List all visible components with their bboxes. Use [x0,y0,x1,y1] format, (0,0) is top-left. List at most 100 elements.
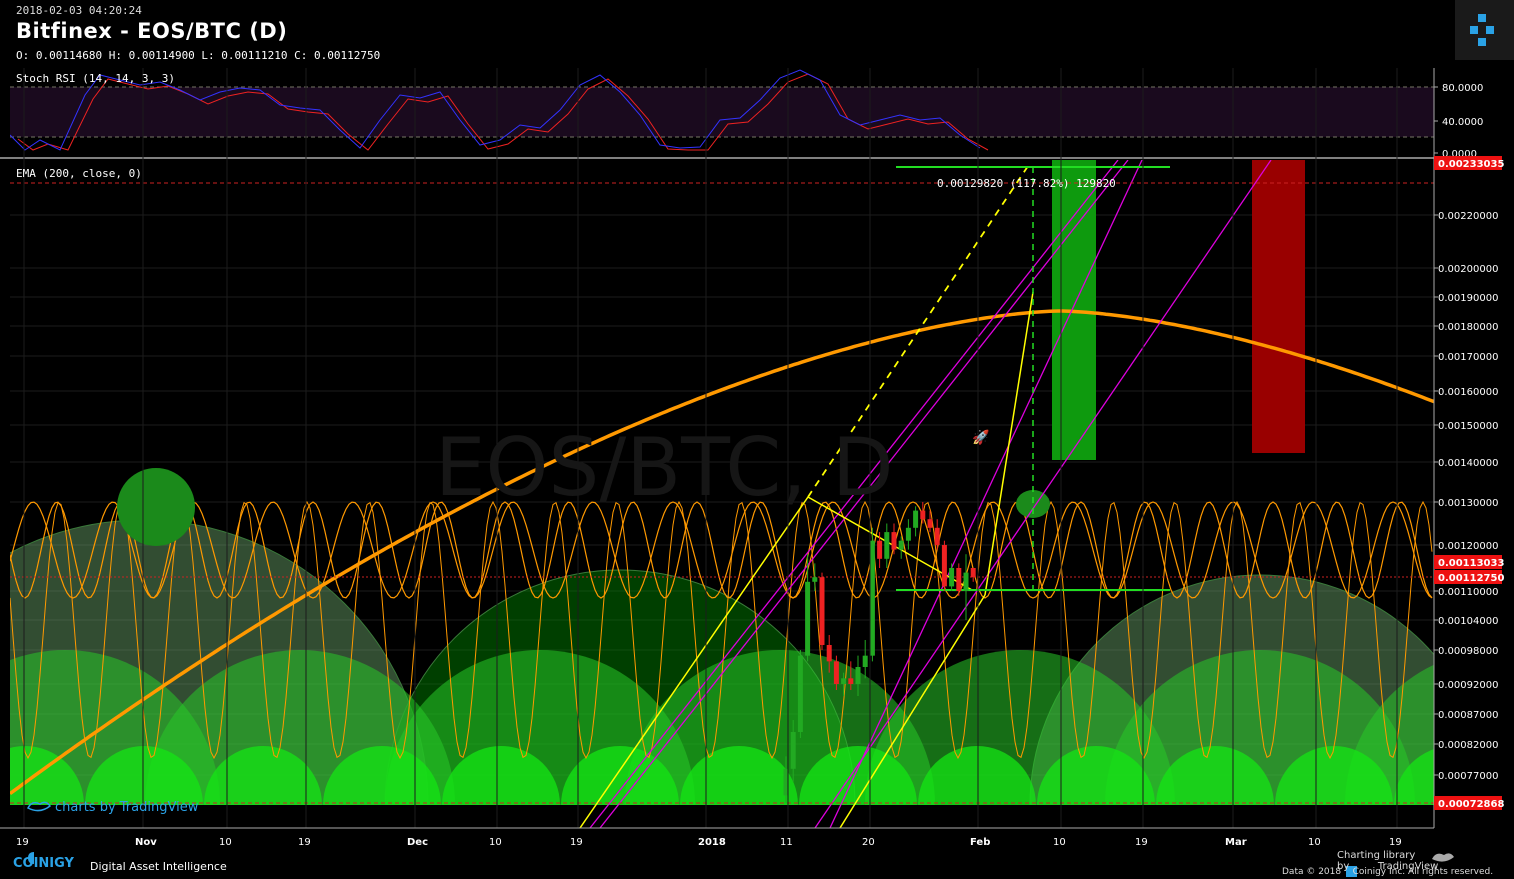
current-high-tag: 0.00113033 [1438,558,1504,569]
small-cycle-dome [442,746,560,805]
price-tick-label: 0.00170000 [1438,352,1498,363]
last-price-tag: 0.00112750 [1438,573,1504,584]
low-price-tag: 0.00072868 [1438,799,1504,810]
small-cycle-dome [10,746,84,805]
charting-library-credit[interactable]: Charting library by TradingView [1337,850,1514,872]
candle-body [934,527,940,545]
small-cycle-dome [1275,746,1393,805]
trend-channel-line [814,160,1272,828]
chart-datetime: 2018-02-03 04:20:24 [16,4,142,17]
candle-body [812,577,818,582]
tradingview-cloud-icon [26,801,52,812]
time-tick-label: 10 [489,837,502,848]
coinigy-logo [1455,0,1514,60]
price-tick-label: 0.00110000 [1438,587,1498,598]
candle-body [956,568,962,591]
time-tick-label: 19 [1135,837,1148,848]
coinigy-small-icon [1346,866,1357,877]
time-tick-label: 20 [862,837,875,848]
small-cycle-dome [85,746,203,805]
candle-body [805,581,811,656]
projection-line [807,162,1031,498]
small-cycle-dome [561,746,679,805]
price-tick-label: 0.00077000 [1438,771,1498,782]
candle-body [790,732,796,769]
time-tick-label: 10 [1308,837,1321,848]
price-tick-label: 0.00120000 [1438,541,1498,552]
trend-channel-line [599,160,1129,828]
candle-body [970,568,976,578]
candle-body [884,532,890,559]
time-tick-label: 11 [780,837,793,848]
low-price-tag-bg [1434,796,1502,810]
candle-body [891,532,897,550]
candle-body [898,540,904,550]
price-tick-label: 0.00150000 [1438,421,1498,432]
rocket-annotation: 🚀 [972,429,990,446]
candle-body [819,577,825,645]
stoch-tick-label: 80.0000 [1442,83,1483,94]
coinigy-tagline: Digital Asset Intelligence [90,860,227,873]
candle-body [848,678,854,684]
small-cycle-dome [1394,749,1434,805]
cycle-wave-slow [10,501,1433,599]
candle-body [920,510,926,520]
main-plot [10,160,1434,828]
candle-body [913,510,919,528]
candle-body [869,540,875,656]
time-tick-label: 10 [1053,837,1066,848]
candle-body [877,540,883,559]
price-tick-label: 0.00092000 [1438,680,1498,691]
time-tick-label: 19 [298,837,311,848]
stoch-d-line [17,73,989,151]
trend-line [579,496,809,828]
time-tick-label: Feb [970,837,990,848]
time-tick-label: 2018 [698,837,726,848]
time-tick-label: Mar [1225,837,1247,848]
top-price-tag: 0.00233035 [1438,159,1504,170]
candle-body [833,661,839,684]
small-cycle-dome [204,746,322,805]
current-high-tag-bg [1434,555,1502,569]
price-tick-label: 0.00160000 [1438,387,1498,398]
cycle-top-marker [117,468,195,546]
price-tick-label: 0.00140000 [1438,458,1498,469]
candle-body [941,545,947,587]
coinigy-logo-icon [1470,14,1494,46]
dome-base [10,805,1434,828]
price-tick-label: 0.00082000 [1438,740,1498,751]
time-tick-label: Dec [407,837,428,848]
ema-200-line [10,309,1434,796]
coinigy-brand[interactable]: COINIGY [13,856,74,871]
price-tick-label: 0.00190000 [1438,293,1498,304]
small-cycle-dome [1156,746,1274,805]
price-tick-label: 0.00098000 [1438,646,1498,657]
small-cycle-dome [1037,746,1155,805]
ema-label[interactable]: EMA (200, close, 0) [16,167,142,180]
copyright-text: Data © 2018 [1282,867,1342,877]
chart-title: Bitfinex - EOS/BTC (D) [16,19,288,43]
time-tick-label: 19 [570,837,583,848]
tradingview-link[interactable]: TradingView [1377,861,1439,872]
trend-channel-line [589,160,1119,828]
tradingview-watermark[interactable]: charts by TradingView [55,800,199,815]
time-tick-label: 19 [1389,837,1402,848]
measure-label: 0.00129820 (117.82%) 129820 [937,177,1116,190]
price-tick-label: 0.00180000 [1438,322,1498,333]
candle-body [797,655,803,732]
price-tick-label: 0.00220000 [1438,211,1498,222]
price-tick-label: 0.00200000 [1438,264,1498,275]
top-price-tag-bg [1434,156,1502,170]
price-tick-label: 0.00104000 [1438,616,1498,627]
copyright-text-2: Coinigy Inc. All rights reserved. [1352,867,1494,877]
candle-body [783,768,789,796]
stoch-rsi-label[interactable]: Stoch RSI (14, 14, 3, 3) [16,72,175,85]
stoch-k-line [10,69,981,151]
stoch-tick-label: 40.0000 [1442,117,1483,128]
charting-library-text: Charting library by [1337,850,1416,872]
cycle-wave-fast [10,501,1433,599]
price-tick-label: 0.00087000 [1438,710,1498,721]
coinigy-brand-icon [28,852,34,864]
last-price-tag-bg [1434,570,1502,584]
